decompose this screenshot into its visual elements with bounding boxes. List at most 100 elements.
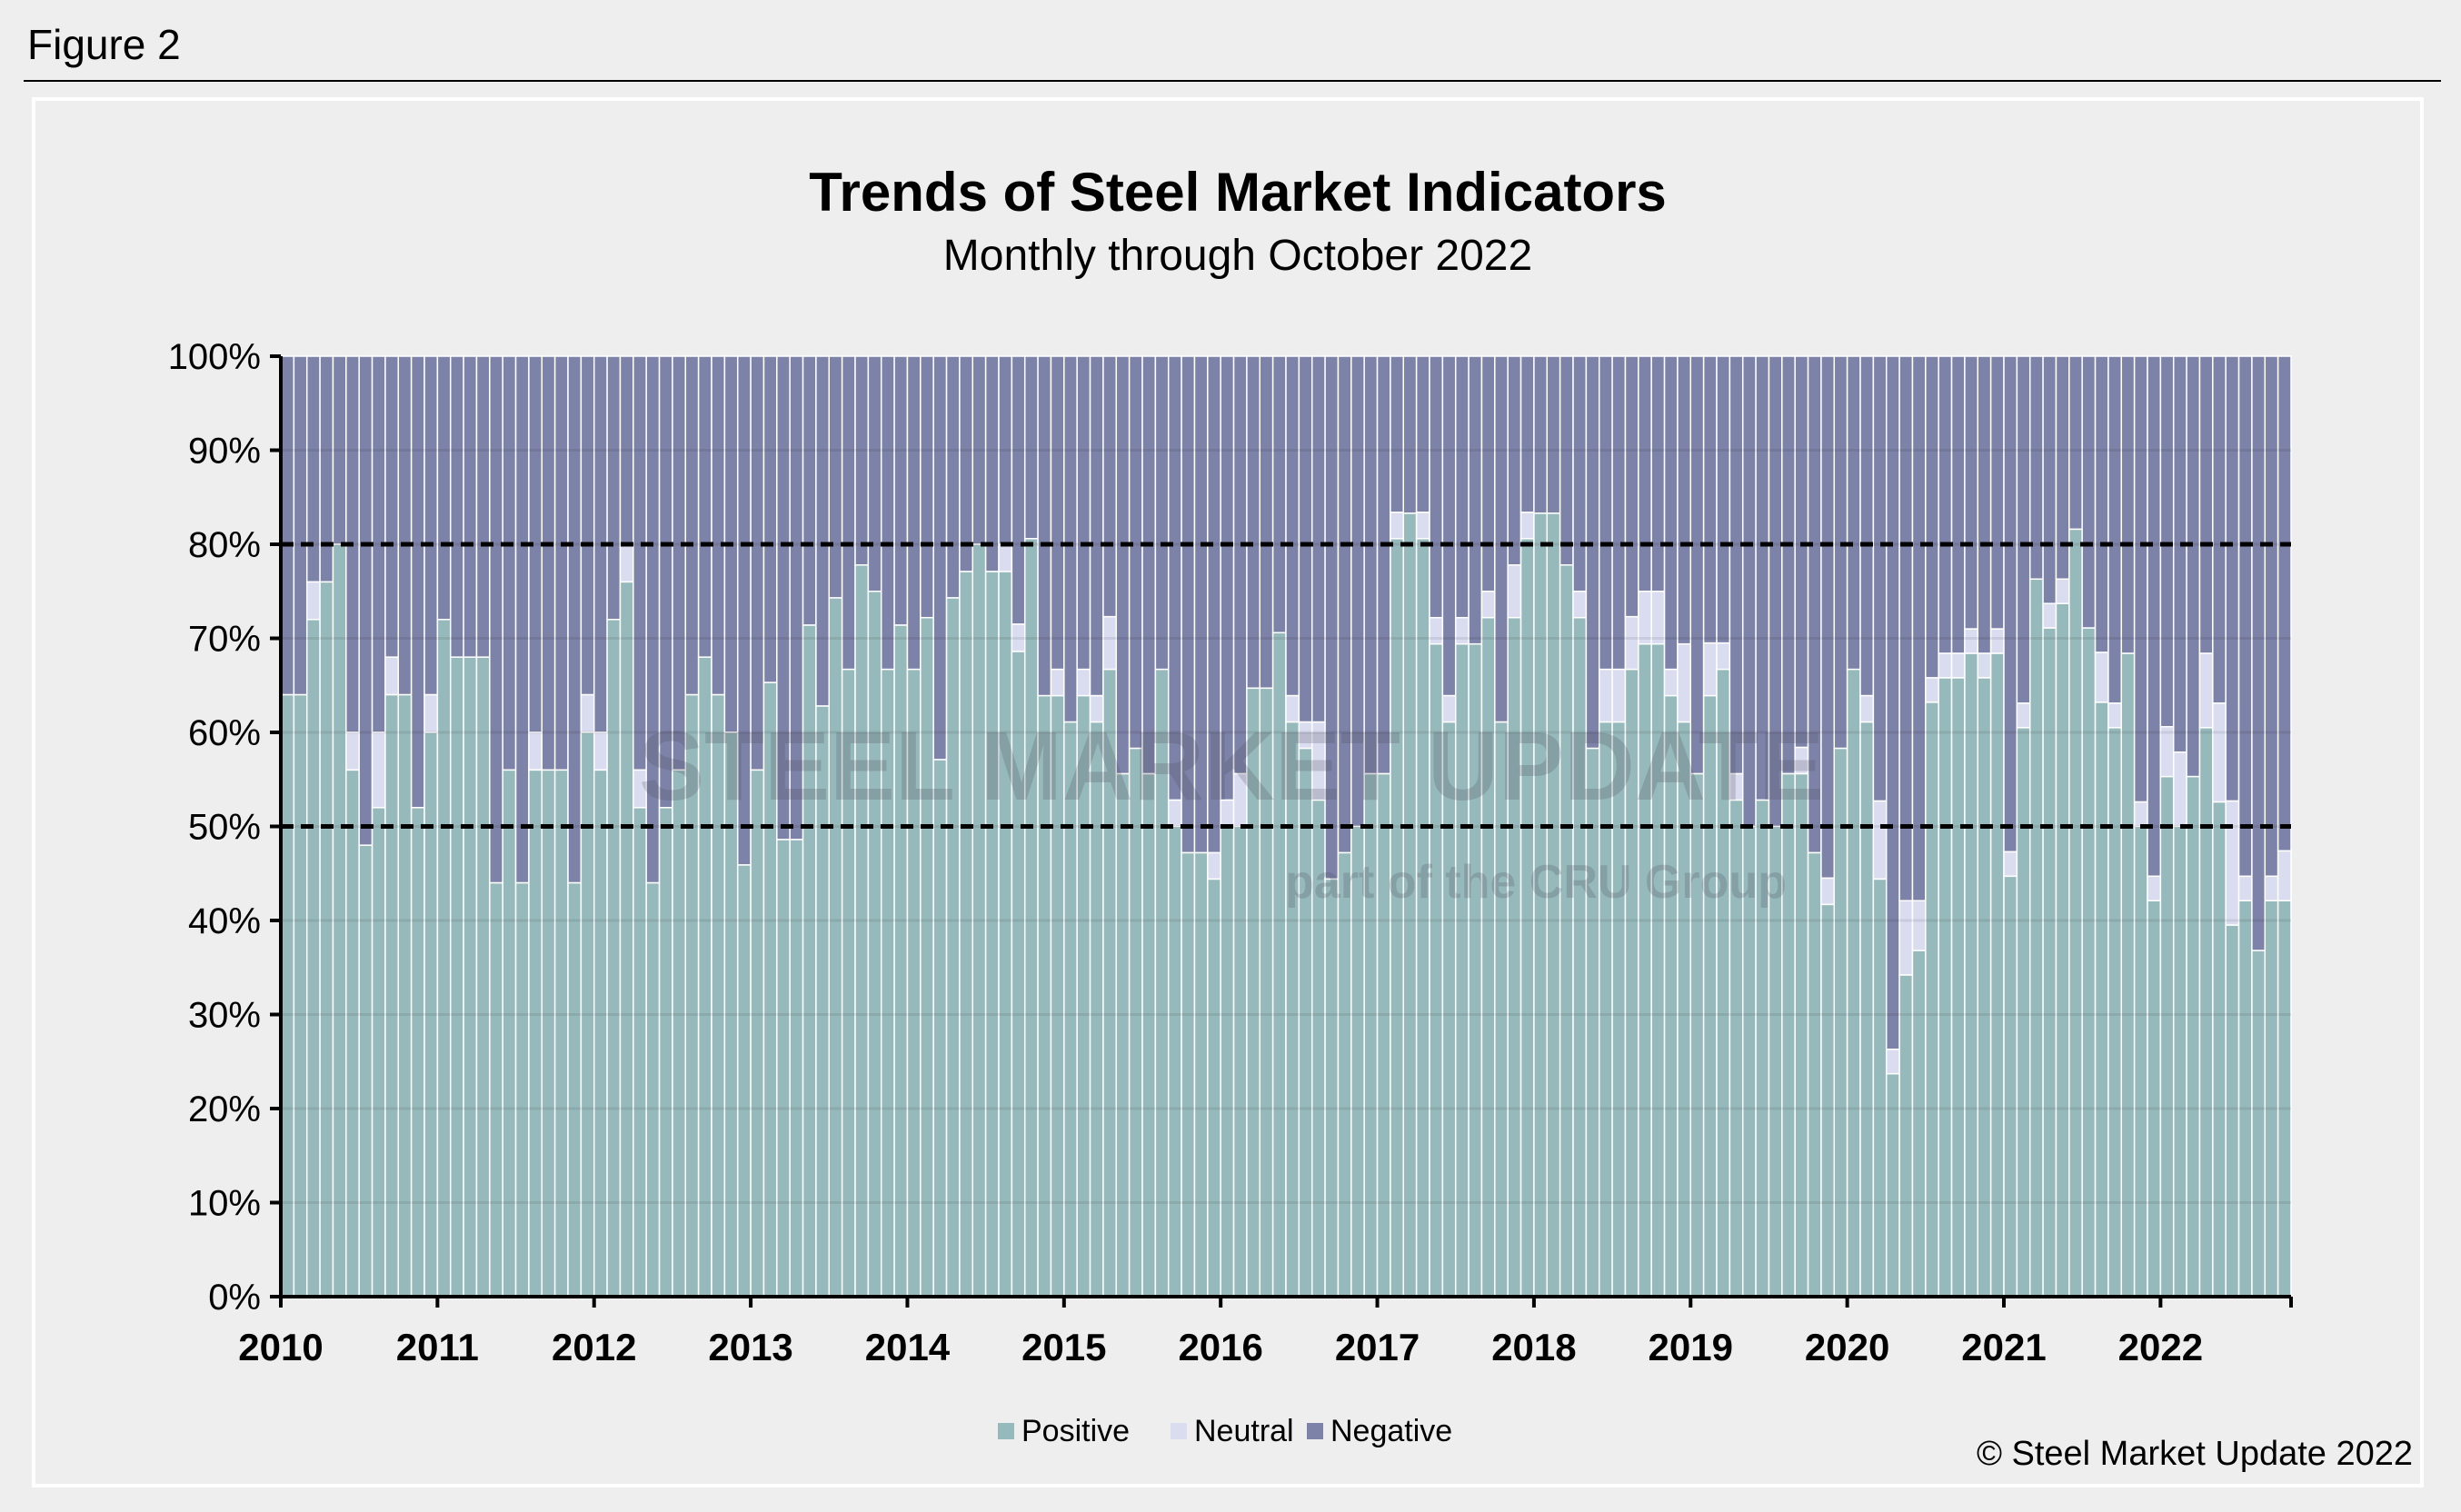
- bar-positive: [854, 564, 870, 1298]
- bar-negative: [1519, 355, 1535, 513]
- bar-positive: [1964, 652, 1979, 1298]
- bar-positive: [397, 693, 413, 1298]
- chart-title: Trends of Steel Market Indicators: [809, 162, 1667, 223]
- bar-negative: [1546, 355, 1561, 514]
- bar-neutral: [2277, 850, 2292, 902]
- bar-negative: [1964, 355, 1979, 630]
- bar-positive: [593, 769, 608, 1298]
- bar-positive: [489, 881, 503, 1298]
- bar-neutral: [2003, 850, 2018, 878]
- bar-neutral: [1925, 677, 1939, 703]
- bar-negative: [463, 355, 478, 658]
- bar-positive: [2172, 825, 2187, 1298]
- bar-negative: [1271, 355, 1287, 634]
- bar-positive: [1167, 825, 1182, 1298]
- bar-positive: [371, 807, 386, 1298]
- bar-negative: [932, 355, 948, 761]
- bar-positive: [867, 591, 882, 1298]
- bar-neutral: [2212, 702, 2227, 803]
- bar-positive: [998, 571, 1013, 1298]
- legend-label-positive: Positive: [1021, 1414, 1130, 1448]
- bar-positive: [1585, 747, 1600, 1298]
- bar-positive: [1324, 878, 1340, 1298]
- bar-positive: [1023, 538, 1039, 1298]
- bar-negative: [1950, 355, 1966, 654]
- bar-positive: [984, 571, 1000, 1298]
- bar-positive: [2003, 875, 2018, 1298]
- bar-negative: [2003, 355, 2018, 853]
- bar-neutral: [2147, 875, 2162, 902]
- chart-panel: [32, 97, 2424, 1487]
- y-tick-label: 60%: [188, 713, 261, 753]
- bar-negative: [1859, 355, 1875, 697]
- bar-negative: [475, 355, 491, 658]
- bar-negative: [1872, 355, 1888, 802]
- bar-negative: [672, 355, 687, 771]
- bar-positive: [619, 581, 634, 1298]
- bar-positive: [2147, 900, 2162, 1298]
- bar-positive: [1559, 564, 1574, 1298]
- bar-neutral: [1638, 591, 1652, 645]
- bar-positive: [1390, 538, 1405, 1298]
- x-tick-label: 2014: [865, 1326, 951, 1368]
- bar-positive: [959, 571, 974, 1298]
- bar-negative: [815, 355, 831, 707]
- bar-positive: [1220, 825, 1235, 1298]
- bar-positive: [384, 693, 400, 1298]
- bar-negative: [397, 355, 413, 696]
- y-tick-label: 10%: [188, 1184, 261, 1224]
- bar-neutral: [1415, 512, 1430, 540]
- bar-neutral: [1716, 642, 1731, 671]
- x-tick-label: 2015: [1021, 1326, 1106, 1368]
- bar-neutral: [1898, 900, 1914, 976]
- y-tick-label: 70%: [188, 620, 261, 660]
- bar-neutral: [345, 731, 360, 771]
- bar-negative: [2094, 355, 2109, 653]
- bar-negative: [959, 355, 974, 572]
- bar-neutral: [1076, 668, 1091, 697]
- y-tick-label: 80%: [188, 525, 261, 565]
- bar-positive: [1989, 652, 2005, 1298]
- bar-negative: [1507, 355, 1522, 566]
- bar-negative: [1702, 355, 1718, 644]
- bar-neutral: [2198, 652, 2214, 729]
- bar-positive: [633, 807, 647, 1298]
- bar-positive: [945, 597, 961, 1298]
- bar-negative: [1598, 355, 1613, 671]
- bar-negative: [1911, 355, 1927, 902]
- x-tick-label: 2012: [552, 1326, 636, 1368]
- bar-negative: [1023, 355, 1039, 540]
- bar-positive: [2264, 900, 2279, 1298]
- bar-negative: [2264, 355, 2279, 878]
- bar-negative: [580, 355, 595, 696]
- bar-positive: [2198, 727, 2214, 1298]
- bar-neutral: [1663, 668, 1679, 697]
- bar-positive: [1115, 772, 1131, 1298]
- bar-positive: [528, 769, 543, 1298]
- bar-positive: [2107, 727, 2123, 1298]
- bar-negative: [1076, 355, 1091, 671]
- bar-positive: [1689, 772, 1705, 1298]
- bar-neutral: [2094, 652, 2109, 703]
- y-tick-label: 50%: [188, 808, 261, 848]
- bar-positive: [2212, 801, 2227, 1298]
- bar-negative: [1559, 355, 1574, 566]
- figure-label: Figure 2: [27, 21, 181, 68]
- bar-neutral: [1390, 512, 1405, 540]
- bar-neutral: [1702, 642, 1718, 697]
- bar-negative: [906, 355, 922, 671]
- bar-negative: [1938, 355, 1953, 654]
- y-tick-label: 90%: [188, 432, 261, 472]
- bar-neutral: [1911, 900, 1927, 951]
- bar-negative: [1533, 355, 1549, 514]
- bar-positive: [1415, 538, 1430, 1298]
- bar-negative: [711, 355, 726, 696]
- bar-positive: [293, 693, 308, 1298]
- bar-neutral: [1885, 1049, 1900, 1075]
- bar-negative: [1441, 355, 1457, 697]
- bar-neutral: [384, 656, 400, 696]
- bar-negative: [1128, 355, 1143, 750]
- bar-negative: [553, 355, 569, 771]
- bar-negative: [1794, 355, 1809, 749]
- bar-negative: [2081, 355, 2097, 629]
